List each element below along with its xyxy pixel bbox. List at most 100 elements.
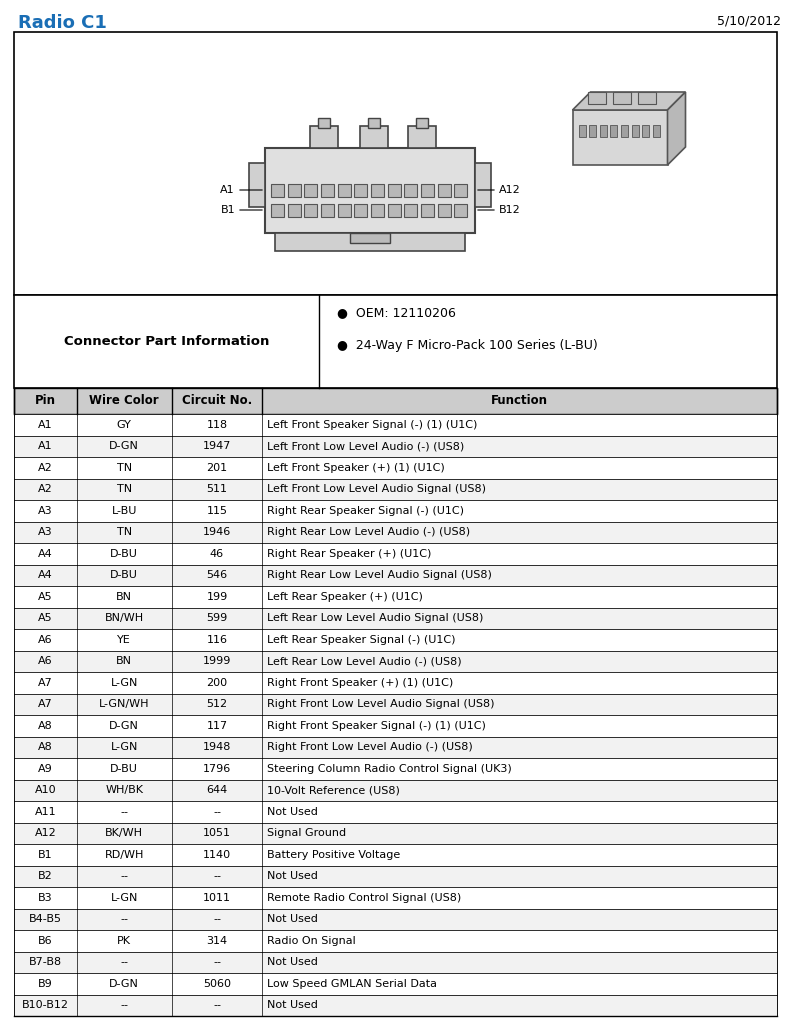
Text: GY: GY — [117, 420, 131, 430]
Text: Wire Color: Wire Color — [89, 394, 159, 408]
Text: Left Front Speaker (+) (1) (U1C): Left Front Speaker (+) (1) (U1C) — [267, 463, 445, 473]
Text: Right Rear Low Level Audio Signal (US8): Right Rear Low Level Audio Signal (US8) — [267, 570, 492, 581]
Text: A2: A2 — [38, 463, 53, 473]
Text: 644: 644 — [206, 785, 228, 796]
Text: A12: A12 — [34, 828, 56, 839]
Bar — [371, 204, 384, 216]
Bar — [14, 973, 777, 994]
Text: A6: A6 — [38, 635, 52, 645]
Bar — [14, 887, 777, 908]
Bar — [249, 163, 265, 207]
Bar — [271, 204, 284, 216]
Text: Left Rear Speaker Signal (-) (U1C): Left Rear Speaker Signal (-) (U1C) — [267, 635, 456, 645]
Bar — [371, 183, 384, 197]
Text: Pin: Pin — [35, 394, 56, 408]
Bar — [14, 822, 777, 844]
Text: BK/WH: BK/WH — [105, 828, 143, 839]
Text: A6: A6 — [38, 656, 52, 667]
Bar — [454, 183, 467, 197]
Bar — [421, 183, 434, 197]
Bar — [588, 92, 605, 104]
Text: 116: 116 — [206, 635, 228, 645]
Text: Signal Ground: Signal Ground — [267, 828, 346, 839]
Bar — [288, 183, 301, 197]
Text: --: -- — [120, 807, 128, 817]
Text: BN/WH: BN/WH — [104, 613, 144, 624]
Bar — [14, 693, 777, 715]
Text: L-GN: L-GN — [111, 742, 138, 753]
Text: D-GN: D-GN — [109, 979, 139, 989]
Bar — [600, 125, 607, 137]
Bar — [475, 163, 491, 207]
Bar — [14, 715, 777, 736]
Text: A8: A8 — [38, 742, 53, 753]
Text: ●  24-Way F Micro-Pack 100 Series (L-BU): ● 24-Way F Micro-Pack 100 Series (L-BU) — [337, 339, 598, 351]
Text: L-GN: L-GN — [111, 678, 138, 688]
Text: BN: BN — [116, 592, 132, 602]
Text: Left Rear Low Level Audio Signal (US8): Left Rear Low Level Audio Signal (US8) — [267, 613, 483, 624]
Text: --: -- — [213, 807, 221, 817]
Bar — [318, 118, 330, 128]
Bar — [14, 779, 777, 801]
Bar — [14, 586, 777, 607]
Bar — [578, 125, 585, 137]
Bar — [14, 672, 777, 693]
Polygon shape — [573, 92, 686, 110]
Bar — [305, 204, 317, 216]
Text: B3: B3 — [38, 893, 52, 903]
Text: A12: A12 — [499, 185, 520, 195]
Bar — [265, 147, 475, 232]
Text: 199: 199 — [206, 592, 228, 602]
Text: A11: A11 — [35, 807, 56, 817]
Text: 117: 117 — [206, 721, 228, 731]
Bar — [408, 126, 436, 147]
Text: 1948: 1948 — [202, 742, 231, 753]
Bar — [611, 125, 617, 137]
Text: A5: A5 — [38, 592, 52, 602]
Text: --: -- — [213, 914, 221, 925]
Text: --: -- — [213, 957, 221, 968]
Bar — [589, 125, 596, 137]
Text: TN: TN — [117, 484, 132, 495]
Bar — [14, 500, 777, 521]
Text: --: -- — [120, 871, 128, 882]
Text: Left Front Speaker Signal (-) (1) (U1C): Left Front Speaker Signal (-) (1) (U1C) — [267, 420, 477, 430]
Text: B2: B2 — [38, 871, 53, 882]
Text: Right Rear Speaker (+) (U1C): Right Rear Speaker (+) (U1C) — [267, 549, 431, 559]
Text: B6: B6 — [38, 936, 52, 946]
Text: A5: A5 — [38, 613, 52, 624]
Bar — [14, 994, 777, 1016]
Bar — [338, 183, 350, 197]
Bar — [354, 183, 367, 197]
Bar — [14, 388, 777, 414]
Text: Radio C1: Radio C1 — [18, 14, 107, 32]
Text: D-BU: D-BU — [110, 570, 138, 581]
Text: A3: A3 — [38, 527, 52, 538]
Text: 115: 115 — [206, 506, 228, 516]
Bar — [404, 204, 418, 216]
Text: A1: A1 — [38, 420, 52, 430]
Text: 1796: 1796 — [202, 764, 231, 774]
Text: 512: 512 — [206, 699, 228, 710]
Bar — [421, 204, 434, 216]
Bar — [14, 457, 777, 478]
Bar — [354, 204, 367, 216]
Text: Right Front Low Level Audio (-) (US8): Right Front Low Level Audio (-) (US8) — [267, 742, 473, 753]
Bar — [416, 118, 428, 128]
Bar — [14, 521, 777, 543]
Text: Not Used: Not Used — [267, 1000, 318, 1011]
Text: RD/WH: RD/WH — [104, 850, 144, 860]
Bar — [14, 951, 777, 973]
Text: Not Used: Not Used — [267, 957, 318, 968]
Bar — [573, 110, 668, 165]
Text: --: -- — [120, 1000, 128, 1011]
Bar — [14, 801, 777, 822]
Text: D-GN: D-GN — [109, 721, 139, 731]
Bar — [14, 908, 777, 930]
Bar — [437, 183, 451, 197]
Text: D-BU: D-BU — [110, 549, 138, 559]
Text: Right Front Speaker Signal (-) (1) (U1C): Right Front Speaker Signal (-) (1) (U1C) — [267, 721, 486, 731]
Text: A1: A1 — [221, 185, 235, 195]
Text: Battery Positive Voltage: Battery Positive Voltage — [267, 850, 400, 860]
Text: Right Rear Speaker Signal (-) (U1C): Right Rear Speaker Signal (-) (U1C) — [267, 506, 464, 516]
